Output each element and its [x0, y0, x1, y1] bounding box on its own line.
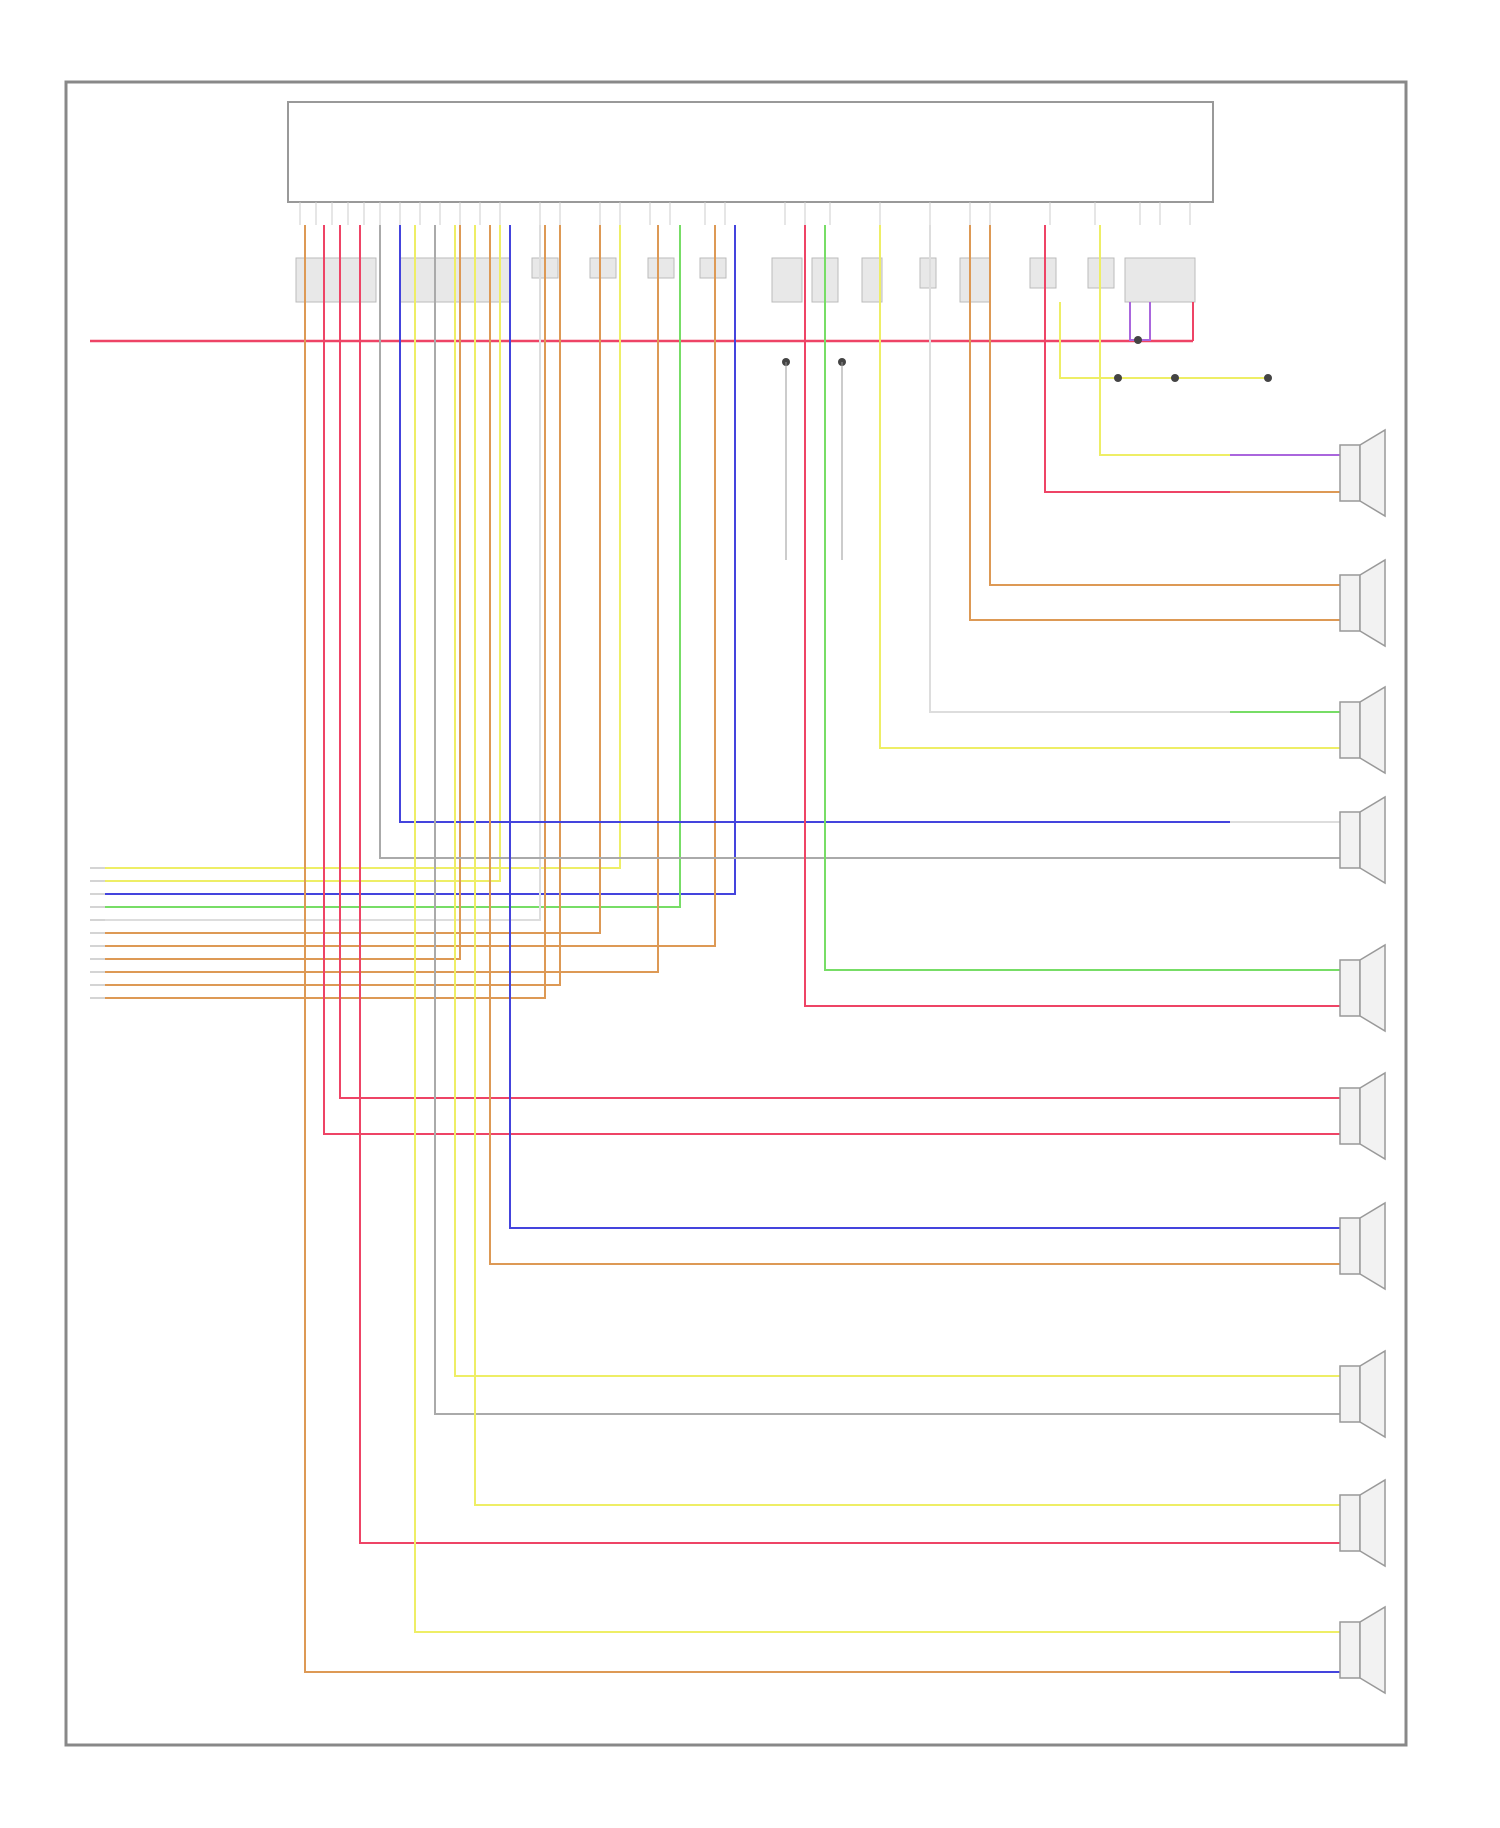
speaker-icon: [1339, 1478, 1386, 1568]
speaker-icon: [1339, 1605, 1386, 1695]
speaker-icon: [1339, 943, 1386, 1033]
connector-blocks: [295, 257, 1196, 303]
side-connector: [90, 867, 105, 999]
speaker-icon: [1339, 1349, 1386, 1439]
amplifier-module: [287, 101, 1214, 203]
harness-wires: [105, 225, 736, 999]
speaker-icon: [1339, 685, 1386, 775]
speaker-symbols: [1339, 428, 1386, 1695]
speaker-wires: [304, 225, 1340, 1673]
speaker-icon: [1339, 1201, 1386, 1291]
speaker-icon: [1339, 1071, 1386, 1161]
speaker-icon: [1339, 558, 1386, 648]
ground-branch: [1059, 302, 1272, 382]
connector-pins: [299, 202, 1191, 225]
splice-points: [782, 358, 846, 560]
speaker-icon: [1339, 795, 1386, 885]
speaker-icon: [1339, 428, 1386, 518]
diagram-frame: [64, 80, 1408, 1747]
